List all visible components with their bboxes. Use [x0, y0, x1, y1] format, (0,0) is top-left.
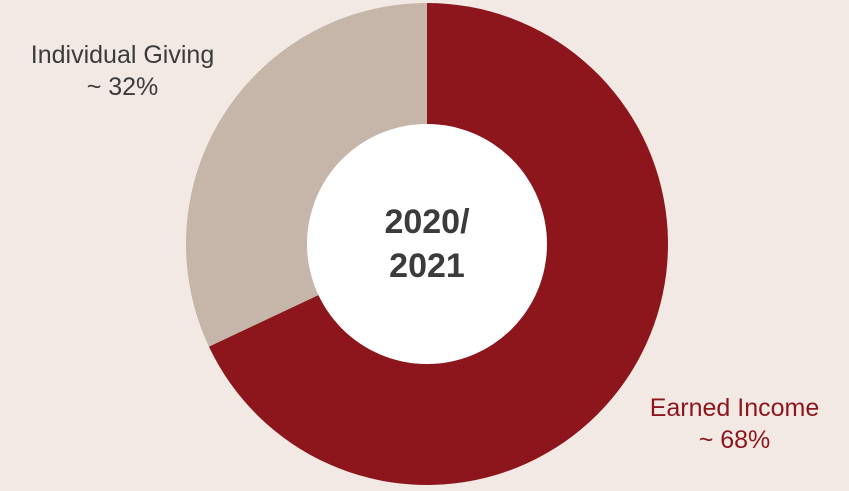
center-label-line-1: 2020/ — [384, 203, 470, 241]
slice-name-individual-giving: Individual Giving — [30, 41, 215, 69]
center-label: 2020/ 2021 — [327, 200, 527, 288]
slice-value-individual-giving: ~ 32% — [86, 73, 159, 101]
center-label-line-2: 2021 — [389, 247, 465, 285]
slice-label-individual-giving: Individual Giving ~ 32% — [0, 39, 245, 103]
donut-hole — [307, 124, 547, 364]
slice-value-earned-income: ~ 68% — [698, 426, 771, 454]
slice-label-earned-income: Earned Income ~ 68% — [620, 392, 849, 456]
slice-name-earned-income: Earned Income — [649, 394, 820, 422]
